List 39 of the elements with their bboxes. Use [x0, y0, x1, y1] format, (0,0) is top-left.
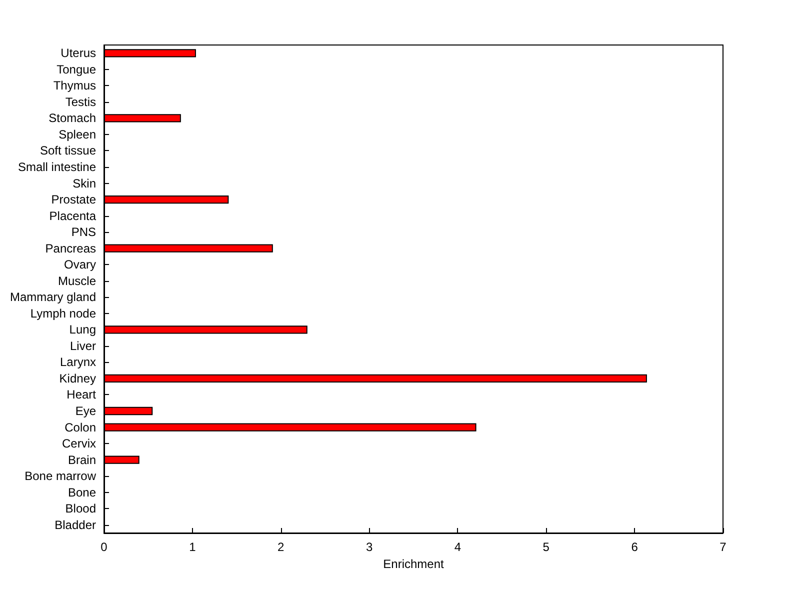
y-tick-label: Colon — [64, 420, 96, 434]
y-tick-label: Pancreas — [45, 241, 96, 256]
x-tick-label: 3 — [366, 540, 373, 554]
y-tick-label: Lung — [69, 322, 96, 337]
y-tick-label: Bone — [68, 485, 96, 500]
y-tick-label: Muscle — [58, 274, 96, 288]
y-tick-label: Larynx — [60, 355, 96, 370]
y-tick-label: Blood — [65, 502, 96, 516]
x-tick-label: 0 — [100, 540, 108, 554]
x-tick-label: 5 — [542, 540, 550, 554]
y-tick-label: Cervix — [62, 436, 96, 451]
y-tick-label: Bone marrow — [24, 469, 96, 484]
y-tick-label: Mammary gland — [10, 290, 96, 304]
x-tick-label: 1 — [189, 540, 196, 554]
y-tick-label: Placenta — [49, 208, 96, 223]
y-tick-label: Spleen — [58, 127, 96, 142]
y-tick-label: Soft tissue — [40, 144, 96, 158]
y-tick-label: Heart — [66, 388, 97, 402]
x-tick-label: 2 — [278, 540, 285, 554]
y-tick-label: Kidney — [59, 371, 96, 386]
y-tick-label: Small intestine — [18, 160, 96, 174]
y-tick-label: Uterus — [60, 46, 96, 60]
x-tick-label: 7 — [720, 540, 727, 554]
y-tick-label: Lymph node — [30, 306, 96, 320]
x-tick-label: 4 — [454, 540, 462, 554]
y-tick-label: Tongue — [56, 62, 96, 76]
y-tick-label: Stomach — [48, 111, 96, 126]
y-tick-label: PNS — [71, 225, 96, 240]
y-tick-label: Thymus — [53, 78, 96, 93]
y-tick-label: Brain — [68, 452, 96, 467]
y-tick-label: Liver — [70, 338, 96, 353]
y-tick-label: Ovary — [64, 258, 96, 272]
x-axis-title: Enrichment — [383, 556, 445, 571]
y-tick-label: Bladder — [54, 518, 96, 532]
x-tick-label: 6 — [631, 540, 638, 554]
y-tick-label: Prostate — [51, 192, 96, 207]
y-tick-label: Testis — [65, 94, 96, 109]
y-tick-label: Skin — [72, 176, 96, 190]
y-tick-label: Eye — [75, 404, 96, 418]
